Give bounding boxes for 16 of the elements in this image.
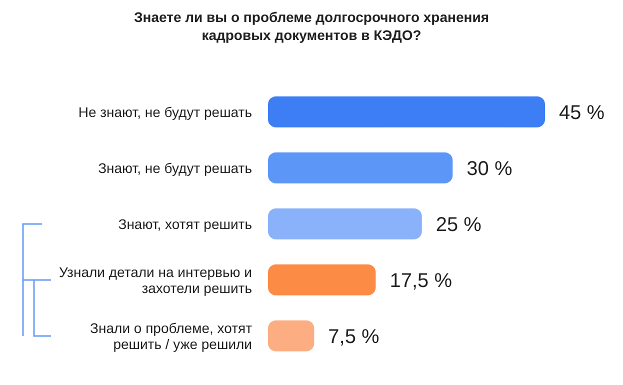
bar [268,152,453,184]
y-tick-label: Узнали детали на интервью и захотели решить [58,264,252,296]
data-label: 7,5 % [328,326,380,348]
data-label: 30 % [466,158,512,180]
data-label: 45 % [559,102,605,124]
bar [268,96,545,128]
bar [268,320,314,352]
data-label: 25 % [436,214,482,236]
chart-title: Знаете ли вы о проблеме долгосрочного хранения кадровых документов в КЭДО? [133,8,490,44]
y-tick-label: Знали о проблеме, хотят решить / уже решили [90,320,253,352]
y-tick-label: Знают, хотят решить [118,216,252,232]
data-label: 17,5 % [390,270,452,292]
bar [268,208,422,240]
bar [268,264,376,296]
y-tick-label: Не знают, не будут решать [78,104,252,120]
y-tick-label: Знают, не будут решать [98,160,252,176]
